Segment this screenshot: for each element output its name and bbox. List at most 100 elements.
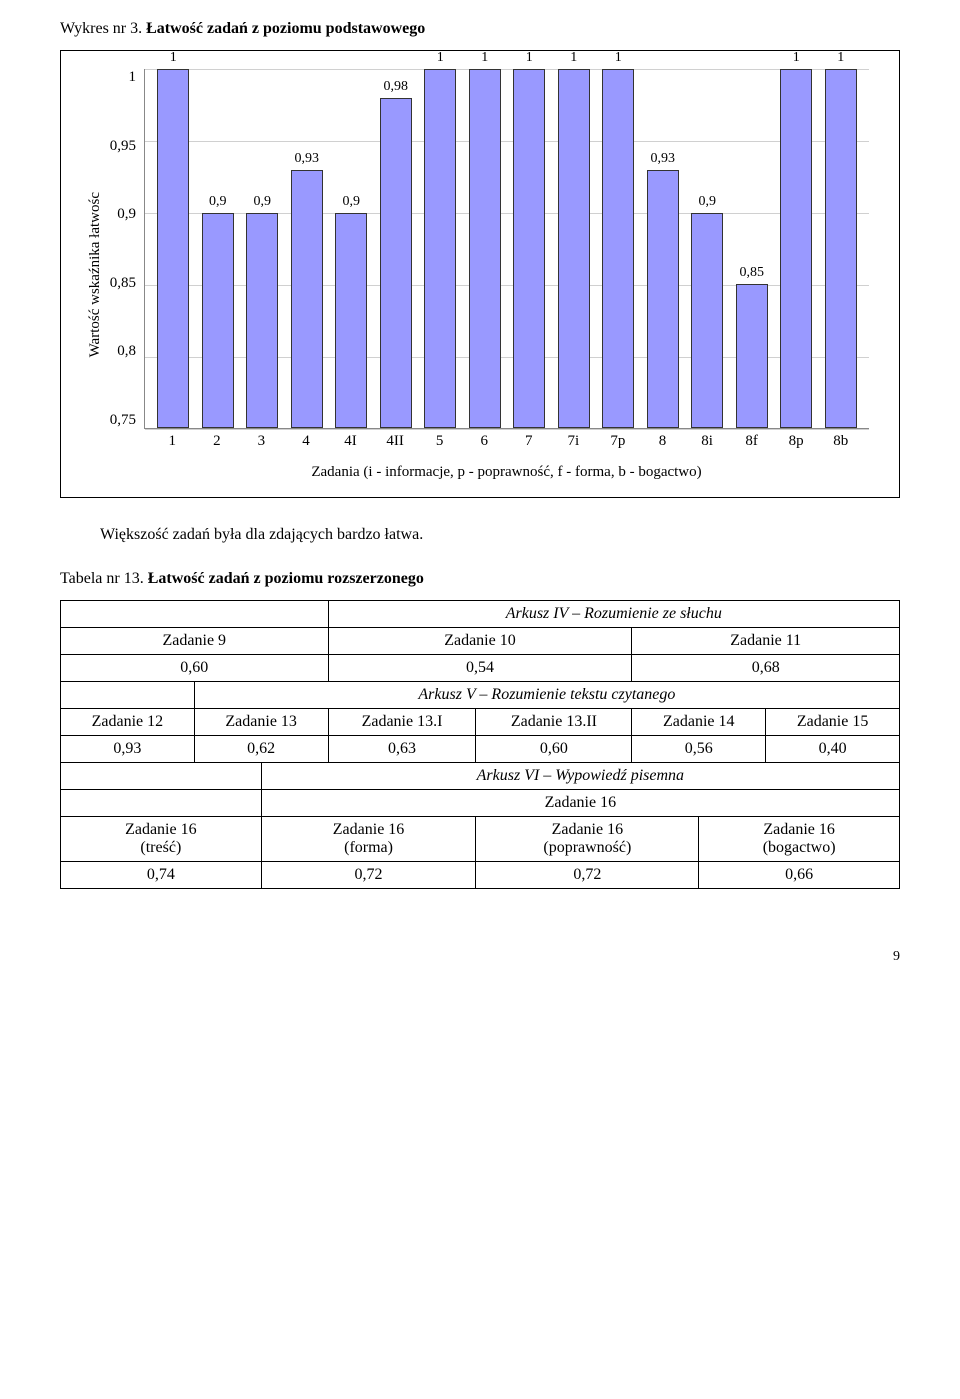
table-cell bbox=[61, 601, 329, 628]
bar: 0,93 bbox=[647, 170, 679, 428]
bar: 0,9 bbox=[691, 213, 723, 428]
table-row: Zadanie 16(treść)Zadanie 16(forma)Zadani… bbox=[61, 817, 900, 862]
table-cell: Zadanie 13.I bbox=[328, 709, 476, 736]
bar: 0,98 bbox=[380, 98, 412, 428]
table-caption-title: Łatwość zadań z poziomu rozszerzonego bbox=[148, 570, 424, 587]
table-cell bbox=[61, 763, 262, 790]
bar-value-label: 0,9 bbox=[699, 194, 717, 210]
bar-slot: 1 bbox=[596, 69, 641, 428]
bar: 0,9 bbox=[335, 213, 367, 428]
plot-area: 10,90,90,930,90,98111110,930,90,8511 bbox=[144, 69, 869, 429]
bar-value-label: 0,9 bbox=[343, 194, 361, 210]
bar-value-label: 0,9 bbox=[209, 194, 227, 210]
bar-value-label: 1 bbox=[615, 50, 622, 66]
chart-caption-prefix: Wykres nr 3. bbox=[60, 20, 146, 37]
bar-chart: Wartość wskaźnika łatwośc 10,950,90,850,… bbox=[60, 50, 900, 498]
table-row: Arkusz IV – Rozumienie ze słuchu bbox=[61, 601, 900, 628]
table-cell: 0,93 bbox=[61, 736, 195, 763]
x-tick: 4II bbox=[373, 433, 418, 450]
table-cell: 0,72 bbox=[261, 862, 476, 889]
table-cell: Zadanie 16(forma) bbox=[261, 817, 476, 862]
x-tick: 7 bbox=[507, 433, 552, 450]
page-number: 9 bbox=[60, 949, 900, 965]
table-cell: Arkusz IV – Rozumienie ze słuchu bbox=[328, 601, 899, 628]
bar-value-label: 1 bbox=[170, 50, 177, 66]
x-tick: 8f bbox=[729, 433, 774, 450]
table-cell: Zadanie 11 bbox=[632, 628, 900, 655]
chart-area: Wartość wskaźnika łatwośc 10,950,90,850,… bbox=[81, 69, 869, 481]
table-cell: Zadanie 9 bbox=[61, 628, 329, 655]
bar-value-label: 1 bbox=[437, 50, 444, 66]
bar: 1 bbox=[513, 69, 545, 428]
bar-value-label: 0,93 bbox=[295, 151, 320, 167]
table-cell: Zadanie 13.II bbox=[476, 709, 632, 736]
y-tick: 0,95 bbox=[104, 138, 136, 155]
bar-value-label: 1 bbox=[481, 50, 488, 66]
table-cell: Arkusz V – Rozumienie tekstu czytanego bbox=[194, 682, 899, 709]
table-cell: Zadanie 10 bbox=[328, 628, 632, 655]
table-cell: 0,74 bbox=[61, 862, 262, 889]
table-cell bbox=[61, 682, 195, 709]
bar-value-label: 0,85 bbox=[740, 265, 765, 281]
table-cell bbox=[61, 790, 262, 817]
bar-slot: 1 bbox=[552, 69, 597, 428]
x-tick: 8 bbox=[640, 433, 685, 450]
y-axis: 10,950,90,850,80,75 bbox=[104, 69, 144, 429]
bar: 1 bbox=[825, 69, 857, 428]
table-cell: Zadanie 16 bbox=[261, 790, 899, 817]
body-paragraph: Większość zadań była dla zdających bardz… bbox=[100, 526, 900, 544]
bar-value-label: 0,98 bbox=[384, 79, 409, 95]
bar-slot: 1 bbox=[463, 69, 508, 428]
bar-slot: 0,9 bbox=[196, 69, 241, 428]
bar-slot: 0,98 bbox=[374, 69, 419, 428]
bar-slot: 0,9 bbox=[240, 69, 285, 428]
x-axis: 12344I4II5677i7p88i8f8p8b bbox=[144, 433, 869, 450]
table-caption: Tabela nr 13. Łatwość zadań z poziomu ro… bbox=[60, 570, 900, 588]
bar-value-label: 0,9 bbox=[254, 194, 272, 210]
table-cell: 0,63 bbox=[328, 736, 476, 763]
table-cell: Zadanie 15 bbox=[766, 709, 900, 736]
table-row: Zadanie 16 bbox=[61, 790, 900, 817]
table-cell: 0,62 bbox=[194, 736, 328, 763]
bar: 0,85 bbox=[736, 284, 768, 428]
table-cell: 0,40 bbox=[766, 736, 900, 763]
table-caption-prefix: Tabela nr 13. bbox=[60, 570, 148, 587]
bar-slot: 1 bbox=[418, 69, 463, 428]
table-cell: Zadanie 16(bogactwo) bbox=[699, 817, 900, 862]
x-tick: 7i bbox=[551, 433, 596, 450]
bar: 0,93 bbox=[291, 170, 323, 428]
bar-slot: 0,93 bbox=[641, 69, 686, 428]
x-tick: 4I bbox=[328, 433, 373, 450]
bar-slot: 0,85 bbox=[730, 69, 775, 428]
gridline bbox=[145, 429, 869, 430]
bar-value-label: 1 bbox=[793, 50, 800, 66]
bar-value-label: 1 bbox=[570, 50, 577, 66]
data-table: Arkusz IV – Rozumienie ze słuchuZadanie … bbox=[60, 600, 900, 889]
bar: 1 bbox=[602, 69, 634, 428]
bar: 1 bbox=[157, 69, 189, 428]
table-cell: Zadanie 16(poprawność) bbox=[476, 817, 699, 862]
x-tick: 5 bbox=[417, 433, 462, 450]
x-tick: 8p bbox=[774, 433, 819, 450]
chart-x-note: Zadania (i - informacje, p - poprawność,… bbox=[144, 464, 869, 481]
y-tick: 0,75 bbox=[104, 412, 136, 429]
x-tick: 8b bbox=[818, 433, 863, 450]
plot-wrap: 10,90,90,930,90,98111110,930,90,8511 123… bbox=[144, 69, 869, 481]
table-cell: Zadanie 16(treść) bbox=[61, 817, 262, 862]
table-cell: Zadanie 14 bbox=[632, 709, 766, 736]
table-cell: 0,56 bbox=[632, 736, 766, 763]
table-row: 0,930,620,630,600,560,40 bbox=[61, 736, 900, 763]
bar-value-label: 0,93 bbox=[651, 151, 676, 167]
bar-slot: 1 bbox=[507, 69, 552, 428]
table-row: Zadanie 9Zadanie 10Zadanie 11 bbox=[61, 628, 900, 655]
table-row: Arkusz VI – Wypowiedź pisemna bbox=[61, 763, 900, 790]
x-tick: 8i bbox=[685, 433, 730, 450]
table-row: Zadanie 12Zadanie 13Zadanie 13.IZadanie … bbox=[61, 709, 900, 736]
x-tick: 4 bbox=[284, 433, 329, 450]
table-cell: Zadanie 13 bbox=[194, 709, 328, 736]
y-axis-label: Wartość wskaźnika łatwośc bbox=[81, 192, 104, 357]
bar: 1 bbox=[424, 69, 456, 428]
y-tick: 0,8 bbox=[104, 343, 136, 360]
bar-slot: 0,9 bbox=[329, 69, 374, 428]
y-tick: 0,9 bbox=[104, 206, 136, 223]
